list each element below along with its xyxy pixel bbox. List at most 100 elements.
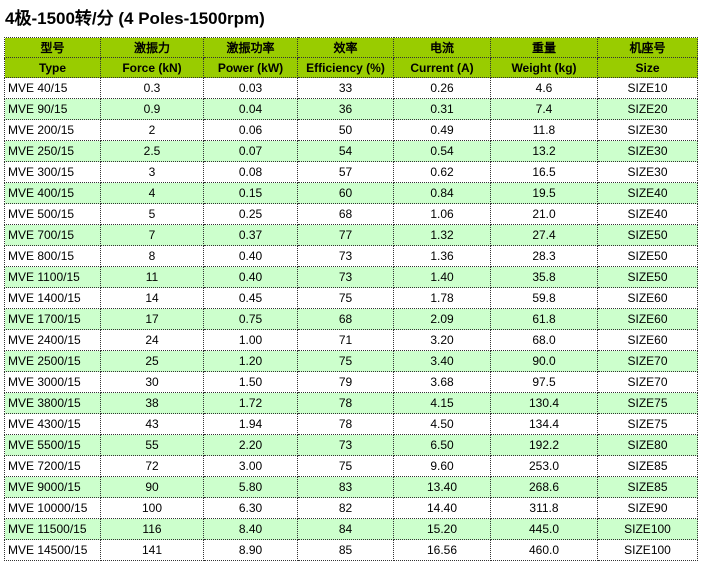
table-cell: 1.94 — [203, 413, 298, 435]
table-row: MVE 14500/15 141 8.90 85 16.56 460.0 SIZE100 — [4, 539, 698, 561]
table-cell: 59.8 — [490, 287, 598, 309]
table-cell: 6.30 — [203, 497, 298, 519]
table-cell: 17 — [100, 308, 204, 330]
table-cell: 73 — [297, 266, 394, 288]
table-cell: 1.72 — [203, 392, 298, 414]
table-cell: 192.2 — [490, 434, 598, 456]
table-cell: 0.15 — [203, 182, 298, 204]
table-row: MVE 3000/15 30 1.50 79 3.68 97.5 SIZE70 — [4, 371, 698, 393]
table-cell: 0.45 — [203, 287, 298, 309]
table-cell: 25 — [100, 350, 204, 372]
table-row: MVE 40/15 0.3 0.03 33 0.26 4.6 SIZE10 — [4, 77, 698, 99]
table-cell: SIZE60 — [597, 308, 698, 330]
table-cell: 11 — [100, 266, 204, 288]
table-cell: 90 — [100, 476, 204, 498]
table-cell: 83 — [297, 476, 394, 498]
column-header-en: Weight (kg) — [490, 57, 598, 78]
column-header-cn: 效率 — [297, 37, 394, 58]
table-cell: SIZE60 — [597, 287, 698, 309]
table-cell: 72 — [100, 455, 204, 477]
table-cell: 79 — [297, 371, 394, 393]
table-cell: 14 — [100, 287, 204, 309]
table-cell: 77 — [297, 224, 394, 246]
table-cell: 2 — [100, 119, 204, 141]
table-cell: 2.09 — [393, 308, 491, 330]
table-cell: 100 — [100, 497, 204, 519]
model-cell: MVE 1100/15 — [4, 266, 101, 288]
table-cell: 4.15 — [393, 392, 491, 414]
model-cell: MVE 250/15 — [4, 140, 101, 162]
table-cell: 84 — [297, 518, 394, 540]
table-cell: 97.5 — [490, 371, 598, 393]
table-cell: 13.2 — [490, 140, 598, 162]
table-cell: 16.56 — [393, 539, 491, 561]
model-cell: MVE 2400/15 — [4, 329, 101, 351]
specs-table: 型号 激振力 激振功率 效率 电流 重量 机座号 Type Force (kN) Power (… — [4, 37, 698, 561]
table-cell: SIZE100 — [597, 539, 698, 561]
table-row: MVE 90/15 0.9 0.04 36 0.31 7.4 SIZE20 — [4, 98, 698, 120]
table-cell: SIZE100 — [597, 518, 698, 540]
table-row: MVE 1100/15 11 0.40 73 1.40 35.8 SIZE50 — [4, 266, 698, 288]
table-row: MVE 10000/15 100 6.30 82 14.40 311.8 SIZE90 — [4, 497, 698, 519]
table-cell: 4.6 — [490, 77, 598, 99]
table-cell: SIZE85 — [597, 455, 698, 477]
model-cell: MVE 400/15 — [4, 182, 101, 204]
table-cell: 3.40 — [393, 350, 491, 372]
table-cell: 78 — [297, 413, 394, 435]
table-cell: 38 — [100, 392, 204, 414]
page-title: 4极-1500转/分 (4 Poles-1500rpm) — [5, 9, 265, 28]
table-cell: SIZE75 — [597, 392, 698, 414]
column-header-cn: 激振功率 — [203, 37, 298, 58]
table-cell: 4 — [100, 182, 204, 204]
column-header-cn: 重量 — [490, 37, 598, 58]
table-cell: 0.3 — [100, 77, 204, 99]
table-row: MVE 5500/15 55 2.20 73 6.50 192.2 SIZE80 — [4, 434, 698, 456]
table-cell: 1.32 — [393, 224, 491, 246]
table-cell: 90.0 — [490, 350, 598, 372]
table-cell: 0.49 — [393, 119, 491, 141]
table-row: MVE 11500/15 116 8.40 84 15.20 445.0 SIZE100 — [4, 518, 698, 540]
table-cell: 7 — [100, 224, 204, 246]
table-cell: 19.5 — [490, 182, 598, 204]
table-row: MVE 300/15 3 0.08 57 0.62 16.5 SIZE30 — [4, 161, 698, 183]
table-cell: 7.4 — [490, 98, 598, 120]
table-cell: 8 — [100, 245, 204, 267]
table-cell: SIZE60 — [597, 329, 698, 351]
model-cell: MVE 800/15 — [4, 245, 101, 267]
table-cell: 75 — [297, 287, 394, 309]
column-header-cn: 激振力 — [100, 37, 204, 58]
table-cell: 2.5 — [100, 140, 204, 162]
table-cell: 1.06 — [393, 203, 491, 225]
table-row: MVE 200/15 2 0.06 50 0.49 11.8 SIZE30 — [4, 119, 698, 141]
table-cell: 0.40 — [203, 266, 298, 288]
table-cell: 0.08 — [203, 161, 298, 183]
table-cell: 5.80 — [203, 476, 298, 498]
table-cell: 57 — [297, 161, 394, 183]
table-cell: 460.0 — [490, 539, 598, 561]
table-cell: 36 — [297, 98, 394, 120]
table-cell: 82 — [297, 497, 394, 519]
table-row: MVE 2500/15 25 1.20 75 3.40 90.0 SIZE70 — [4, 350, 698, 372]
table-cell: SIZE85 — [597, 476, 698, 498]
table-cell: 71 — [297, 329, 394, 351]
table-cell: 1.78 — [393, 287, 491, 309]
table-cell: 6.50 — [393, 434, 491, 456]
table-cell: 21.0 — [490, 203, 598, 225]
table-cell: SIZE50 — [597, 266, 698, 288]
table-row: MVE 3800/15 38 1.72 78 4.15 130.4 SIZE75 — [4, 392, 698, 414]
column-header-cn: 机座号 — [597, 37, 698, 58]
table-cell: SIZE20 — [597, 98, 698, 120]
model-cell: MVE 9000/15 — [4, 476, 101, 498]
table-cell: 0.37 — [203, 224, 298, 246]
table-cell: 15.20 — [393, 518, 491, 540]
table-row: MVE 9000/15 90 5.80 83 13.40 268.6 SIZE85 — [4, 476, 698, 498]
table-cell: 9.60 — [393, 455, 491, 477]
table-cell: 13.40 — [393, 476, 491, 498]
table-cell: 16.5 — [490, 161, 598, 183]
table-cell: 1.20 — [203, 350, 298, 372]
column-header-en: Current (A) — [393, 57, 491, 78]
table-cell: 0.62 — [393, 161, 491, 183]
table-cell: 0.75 — [203, 308, 298, 330]
table-row: MVE 800/15 8 0.40 73 1.36 28.3 SIZE50 — [4, 245, 698, 267]
table-cell: 55 — [100, 434, 204, 456]
